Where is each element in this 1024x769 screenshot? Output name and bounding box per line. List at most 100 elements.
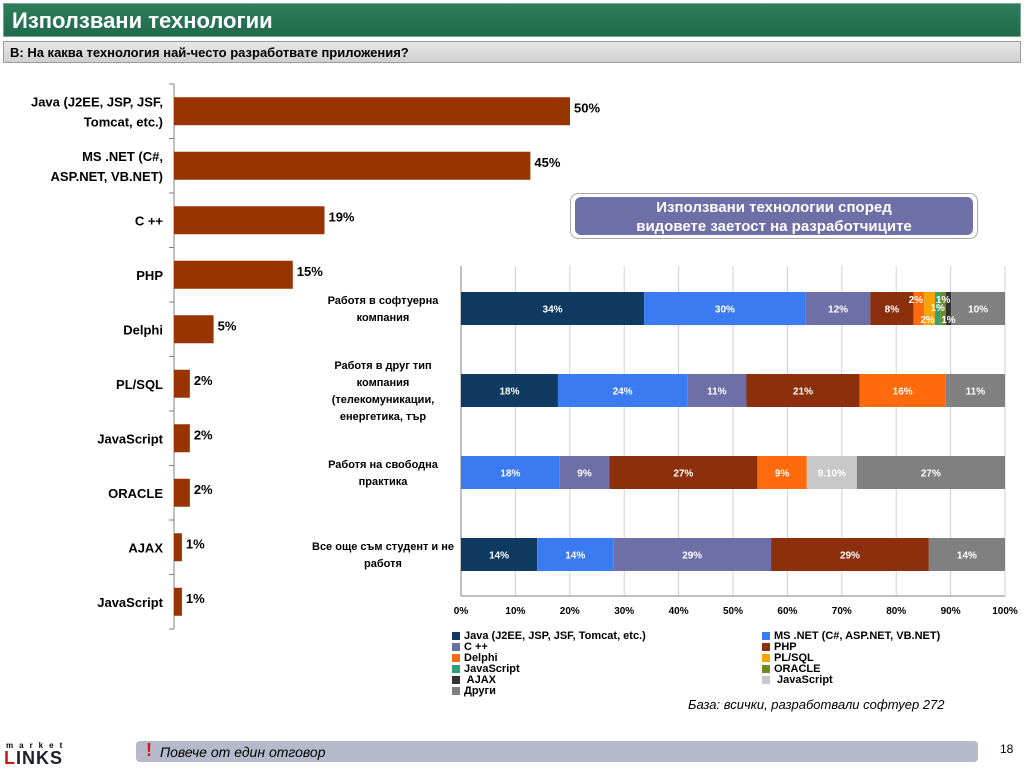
- category-label: Работя в софтуерна компания: [328, 295, 440, 324]
- stacked-segment: [771, 538, 929, 571]
- legend-label: PL/SQL: [774, 652, 814, 664]
- bar-value-label: 2%: [194, 482, 213, 497]
- legend-label: Delphi: [464, 652, 498, 664]
- footer-note-text: Повече от един отговор: [160, 744, 326, 760]
- question-bar: В: На каква технология най-често разрабо…: [3, 41, 1021, 63]
- category-label: Java (J2EE, JSP, JSF, Tomcat, etc.): [31, 94, 163, 129]
- x-tick-label: 100%: [992, 606, 1018, 617]
- x-tick-label: 0%: [454, 606, 469, 617]
- x-tick-label: 30%: [614, 606, 634, 617]
- stacked-segment: [859, 374, 946, 407]
- stacked-segment: [537, 538, 614, 571]
- base-note: База: всички, разработвали софтуер 272: [688, 697, 945, 712]
- stacked-segment: [913, 292, 925, 325]
- category-label: MS .NET (C#, ASP.NET, VB.NET): [51, 149, 163, 184]
- bar: [174, 478, 190, 507]
- legend-swatch: [452, 643, 460, 652]
- legend-swatch: [452, 676, 460, 685]
- category-label: PL/SQL: [116, 377, 163, 392]
- stacked-segment: [613, 538, 772, 571]
- stacked-segment: [856, 456, 1005, 489]
- legend-swatch: [762, 632, 770, 641]
- logo-top-text: market: [6, 741, 69, 750]
- bar-value-label: 45%: [534, 155, 560, 170]
- legend-item: AJAX: [452, 674, 496, 686]
- legend-label: PHP: [774, 641, 797, 653]
- stacked-segment: [928, 538, 1005, 571]
- stacked-segment: [461, 292, 645, 325]
- stacked-segment: [559, 456, 610, 489]
- stacked-segment: [924, 292, 935, 325]
- legend-item: Други: [452, 685, 496, 697]
- category-label: Все още съм студент и не работя: [312, 541, 454, 570]
- legend-item: C ++: [452, 641, 488, 653]
- segment-label: 9%: [577, 469, 592, 480]
- bar-value-label: 2%: [194, 427, 213, 442]
- stacked-segment: [461, 374, 558, 407]
- stacked-segment: [644, 292, 806, 325]
- segment-label: 1%: [930, 303, 945, 314]
- logo-bottom-text: INKS: [16, 748, 64, 768]
- bar-value-label: 1%: [186, 536, 205, 551]
- legend-label: AJAX: [464, 674, 496, 686]
- stacked-segment: [746, 374, 860, 407]
- legend-swatch: [452, 654, 460, 663]
- bar: [174, 206, 325, 235]
- market-links-logo: market LINKS: [2, 741, 80, 768]
- category-label: C ++: [135, 213, 164, 228]
- legend-swatch: [762, 665, 770, 674]
- legend-item: Java (J2EE, JSP, JSF, Tomcat, etc.): [452, 630, 646, 642]
- x-tick-label: 70%: [832, 606, 852, 617]
- logo-accent-letter: L: [4, 748, 16, 768]
- stacked-segment: [806, 456, 857, 489]
- segment-label: 2%: [909, 295, 924, 306]
- legend-label: ORACLE: [774, 663, 821, 675]
- bar: [174, 97, 570, 126]
- segment-label: 1%: [941, 315, 956, 326]
- segment-label: 1%: [936, 295, 951, 306]
- segment-label: 18%: [499, 387, 519, 398]
- stacked-segment: [557, 374, 688, 407]
- bar: [174, 424, 190, 453]
- legend-swatch: [452, 665, 460, 674]
- segment-label: 27%: [673, 469, 693, 480]
- page-number: 18: [1000, 742, 1014, 756]
- segment-label: 29%: [840, 551, 860, 562]
- segment-label: 14%: [957, 551, 977, 562]
- segment-label: 8%: [885, 305, 900, 316]
- legend-label: C ++: [464, 641, 488, 653]
- category-label: Delphi: [123, 322, 163, 337]
- x-tick-label: 40%: [669, 606, 689, 617]
- category-label: AJAX: [128, 540, 163, 555]
- bar-value-label: 1%: [186, 591, 205, 606]
- legend-swatch: [452, 687, 460, 696]
- bar: [174, 587, 182, 616]
- legend-label: JavaScript: [774, 674, 833, 686]
- segment-label: 29%: [682, 551, 702, 562]
- segment-label: 18%: [500, 469, 520, 480]
- legend-item: Delphi: [452, 652, 498, 664]
- segment-label: 11%: [707, 387, 727, 398]
- legend-item: JavaScript: [762, 674, 833, 686]
- footer-note-bar: ! Повече от един отговор: [136, 740, 978, 762]
- x-tick-label: 90%: [941, 606, 961, 617]
- question-text: В: На каква технология най-често разрабо…: [10, 45, 409, 60]
- segment-label: 12%: [828, 305, 848, 316]
- legend-swatch: [762, 654, 770, 663]
- legend-label: Java (J2EE, JSP, JSF, Tomcat, etc.): [464, 630, 646, 642]
- legend-item: JavaScript: [452, 663, 520, 675]
- bar: [174, 369, 190, 398]
- segment-label: 34%: [543, 305, 563, 316]
- segment-label: 9%: [775, 469, 790, 480]
- segment-label: 14%: [565, 551, 585, 562]
- segment-label: 21%: [793, 387, 813, 398]
- segment-label: 9.10%: [818, 469, 846, 480]
- legend-label: MS .NET (C#, ASP.NET, VB.NET): [774, 630, 941, 642]
- bar-value-label: 2%: [194, 373, 213, 388]
- stacked-segment: [951, 292, 1005, 325]
- bar: [174, 151, 531, 180]
- stacked-segment: [945, 292, 952, 325]
- segment-label: 14%: [489, 551, 509, 562]
